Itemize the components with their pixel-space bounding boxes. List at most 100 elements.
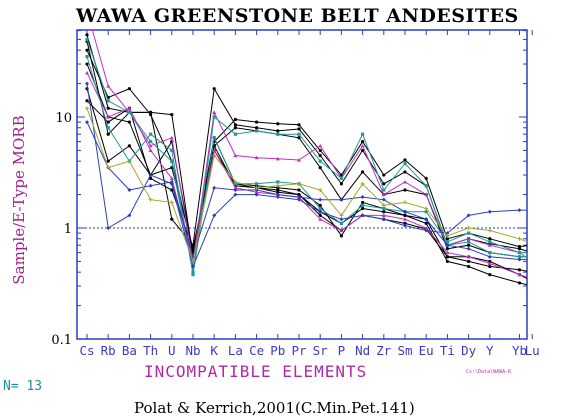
y-axis-label: Sample/E-Type MORB — [10, 115, 28, 284]
chart-title: WAWA GREENSTONE BELT ANDESITES — [75, 5, 519, 27]
data-point — [191, 259, 195, 264]
data-point — [445, 233, 450, 238]
x-tick-label: Pr — [291, 343, 307, 358]
series-line — [86, 63, 527, 272]
data-point — [233, 153, 238, 158]
data-point — [361, 132, 365, 136]
data-point — [149, 132, 153, 136]
data-point — [531, 254, 534, 257]
data-point — [488, 273, 492, 277]
data-point — [170, 217, 174, 221]
data-point — [403, 213, 407, 217]
x-tick-label: Ce — [249, 343, 264, 358]
data-point — [318, 153, 322, 158]
x-tick-label: La — [228, 343, 243, 358]
data-point — [297, 188, 301, 192]
data-point — [318, 166, 322, 170]
data-point — [318, 197, 323, 202]
data-point — [424, 228, 429, 233]
data-point — [255, 120, 259, 124]
data-point — [127, 144, 131, 148]
data-point — [445, 255, 449, 259]
series-line — [86, 56, 527, 275]
data-point — [169, 176, 174, 180]
data-point — [445, 243, 450, 248]
data-point — [339, 197, 344, 202]
data-point — [170, 188, 174, 192]
data-point — [487, 261, 492, 265]
data-point — [424, 226, 429, 230]
x-tick-label: Sr — [313, 343, 329, 358]
data-point — [424, 221, 428, 226]
data-point — [467, 231, 471, 235]
data-point — [382, 188, 386, 192]
data-point — [531, 280, 534, 283]
x-axis-label: INCOMPATIBLE ELEMENTS — [144, 362, 367, 381]
data-point — [467, 243, 471, 247]
x-tick-label: Eu — [419, 343, 434, 358]
data-point — [191, 273, 195, 277]
data-point — [531, 251, 534, 254]
data-point — [106, 126, 110, 130]
x-tick-label: K — [210, 343, 218, 358]
data-point — [466, 254, 471, 259]
data-point — [85, 99, 89, 103]
data-point — [487, 228, 492, 233]
data-point — [233, 123, 237, 127]
data-point — [233, 187, 238, 192]
data-point — [318, 203, 322, 207]
data-point — [170, 159, 174, 163]
data-point — [445, 250, 450, 255]
x-tick-label: Nb — [185, 343, 200, 358]
data-point — [85, 62, 89, 66]
data-point — [127, 159, 132, 164]
data-point — [403, 162, 407, 166]
data-point — [297, 136, 301, 140]
x-tick-label: U — [168, 343, 176, 358]
data-point — [403, 170, 407, 174]
data-point — [445, 247, 449, 251]
data-point — [424, 206, 429, 211]
data-point — [339, 182, 343, 186]
data-point — [488, 237, 492, 241]
plot-border — [76, 29, 528, 340]
data-point — [85, 55, 89, 59]
data-point — [275, 183, 280, 188]
data-point — [127, 213, 132, 218]
data-point — [106, 165, 111, 170]
data-point — [255, 182, 259, 186]
data-point — [148, 183, 153, 188]
data-point — [276, 180, 280, 184]
data-point — [169, 135, 174, 140]
data-point — [531, 244, 534, 247]
data-point — [233, 185, 238, 190]
data-point — [403, 221, 407, 226]
data-point — [318, 206, 322, 211]
data-point — [127, 187, 132, 192]
data-point — [466, 236, 471, 241]
series-line — [86, 34, 527, 257]
data-point — [318, 187, 323, 192]
data-point — [382, 173, 386, 177]
series-line — [86, 88, 527, 286]
data-point — [360, 143, 365, 148]
data-point — [339, 217, 344, 222]
data-point — [381, 213, 386, 217]
data-point — [254, 190, 259, 194]
x-tick-label: Y — [486, 343, 494, 358]
data-point — [318, 213, 322, 217]
data-point — [517, 251, 522, 255]
data-point — [233, 192, 238, 197]
data-point — [517, 255, 522, 259]
data-point — [361, 200, 365, 205]
data-point — [517, 257, 522, 262]
data-point — [276, 129, 280, 133]
data-point — [212, 87, 216, 91]
series-line — [86, 108, 527, 264]
data-point — [467, 264, 471, 269]
data-point — [488, 251, 492, 255]
data-point — [106, 159, 110, 163]
data-point — [148, 173, 153, 178]
